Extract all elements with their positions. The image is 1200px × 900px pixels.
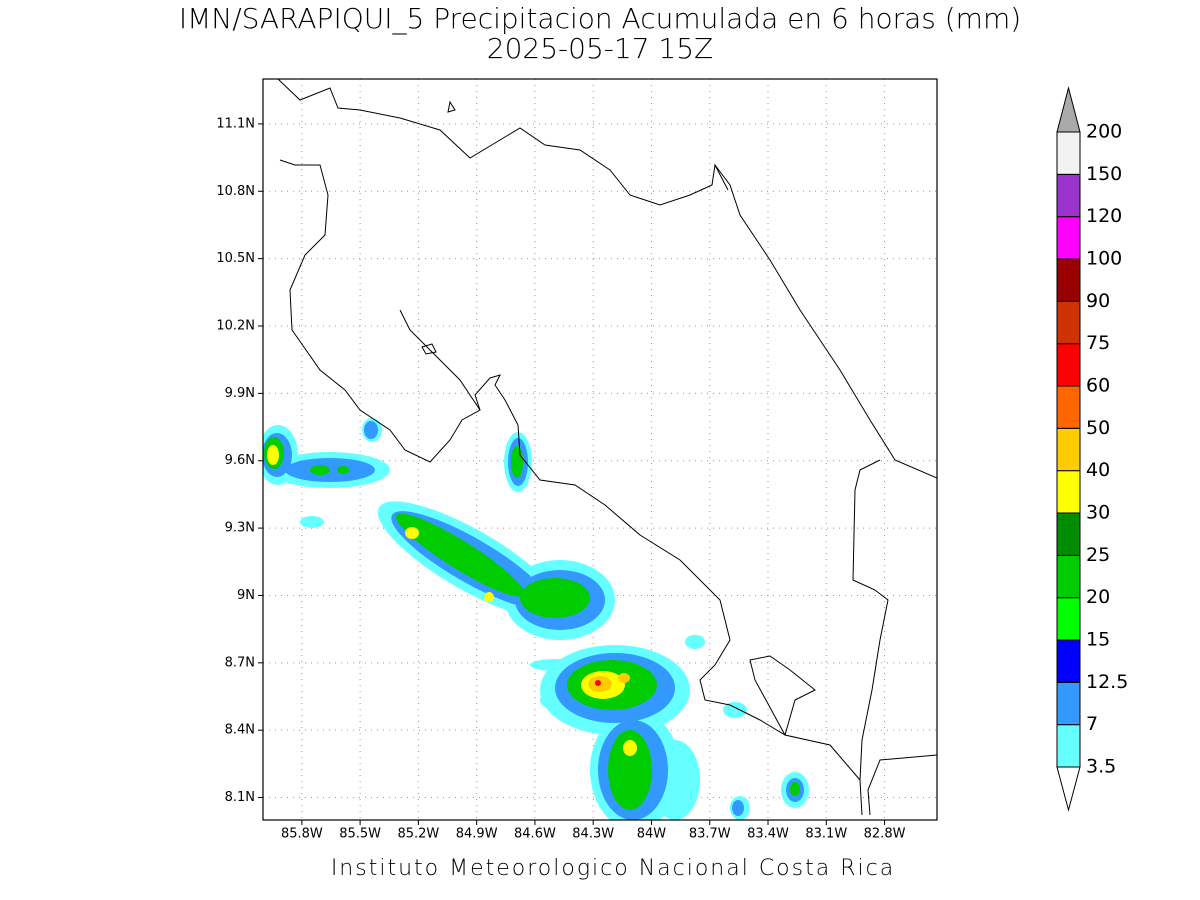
colorbar-segment — [1056, 427, 1081, 472]
precip-max — [595, 680, 601, 686]
precip-fields — [263, 418, 809, 820]
x-tick-label: 83.4W — [747, 827, 789, 842]
y-tick-label: 9.6N — [225, 453, 255, 468]
y-tick-label: 8.1N — [225, 790, 255, 805]
colorbar-label: 50 — [1086, 417, 1110, 439]
y-tick-label: 10.8N — [216, 184, 255, 199]
x-tick-label: 83.1W — [805, 827, 847, 842]
colorbar-label: 20 — [1086, 586, 1110, 608]
y-tick-label: 8.4N — [225, 723, 255, 738]
colorbar-segment — [1056, 639, 1081, 683]
precip-blue — [263, 421, 804, 820]
y-tick-label: 10.2N — [216, 319, 255, 334]
x-tick-label: 84.6W — [514, 827, 556, 842]
colorbar-segment — [1056, 258, 1081, 302]
y-tick-label: 9.9N — [225, 386, 255, 401]
colorbar-label: 150 — [1086, 163, 1122, 185]
y-tick-label: 8.7N — [225, 655, 255, 670]
x-tick-label: 82.8W — [864, 827, 906, 842]
x-tick-label: 83.7W — [689, 827, 731, 842]
colorbar-segment — [1056, 597, 1081, 641]
y-tick-label: 9.3N — [225, 521, 255, 536]
colorbar: 3.5 7 12.5 15 20 25 30 40 50 60 75 90 100 120 150 200 — [1056, 86, 1128, 812]
colorbar-label: 12.5 — [1086, 671, 1128, 693]
footer: Instituto Meteorologico Nacional Costa R… — [331, 856, 895, 881]
colorbar-over — [1056, 86, 1081, 133]
colorbar-segment — [1056, 300, 1081, 345]
colorbar-segment — [1056, 554, 1081, 599]
colorbar-label: 25 — [1086, 544, 1110, 566]
x-tick-label: 85.5W — [339, 827, 381, 842]
colorbar-label: 90 — [1086, 290, 1110, 312]
map-frame — [262, 78, 938, 821]
x-tick-label: 85.2W — [397, 827, 439, 842]
colorbar-segment — [1056, 681, 1081, 726]
colorbar-under — [1056, 766, 1081, 812]
x-tick-label: 84.3W — [572, 827, 614, 842]
y-tick-label: 10.5N — [216, 251, 255, 266]
colorbar-segment — [1056, 216, 1081, 260]
colorbar-label: 200 — [1086, 121, 1122, 143]
colorbar-label: 3.5 — [1086, 756, 1116, 778]
colorbar-label: 15 — [1086, 629, 1110, 651]
title: IMN/SARAPIQUI_5 Precipitacion Acumulada … — [179, 2, 1021, 36]
x-tick-label: 84.9W — [456, 827, 498, 842]
colorbar-label: 30 — [1086, 502, 1110, 524]
y-tick-label: 9N — [237, 588, 255, 603]
colorbar-segment — [1056, 343, 1081, 387]
x-tick-label: 84W — [637, 827, 667, 842]
colorbar-segment — [1056, 724, 1081, 768]
colorbar-segment — [1056, 173, 1081, 218]
colorbar-label: 7 — [1086, 713, 1098, 735]
subtitle: 2025-05-17 15Z — [487, 32, 713, 65]
colorbar-label: 40 — [1086, 459, 1110, 481]
colorbar-label: 75 — [1086, 332, 1110, 354]
coastlines — [277, 79, 937, 816]
y-tick-label: 11.1N — [216, 116, 255, 131]
colorbar-label: 60 — [1086, 375, 1110, 397]
x-tick-label: 85.8W — [281, 827, 323, 842]
colorbar-segment — [1056, 385, 1081, 429]
colorbar-label: 120 — [1086, 205, 1122, 227]
colorbar-segment — [1056, 131, 1081, 175]
colorbar-label: 100 — [1086, 248, 1122, 270]
colorbar-segment — [1056, 512, 1081, 556]
colorbar-segment — [1056, 470, 1081, 514]
